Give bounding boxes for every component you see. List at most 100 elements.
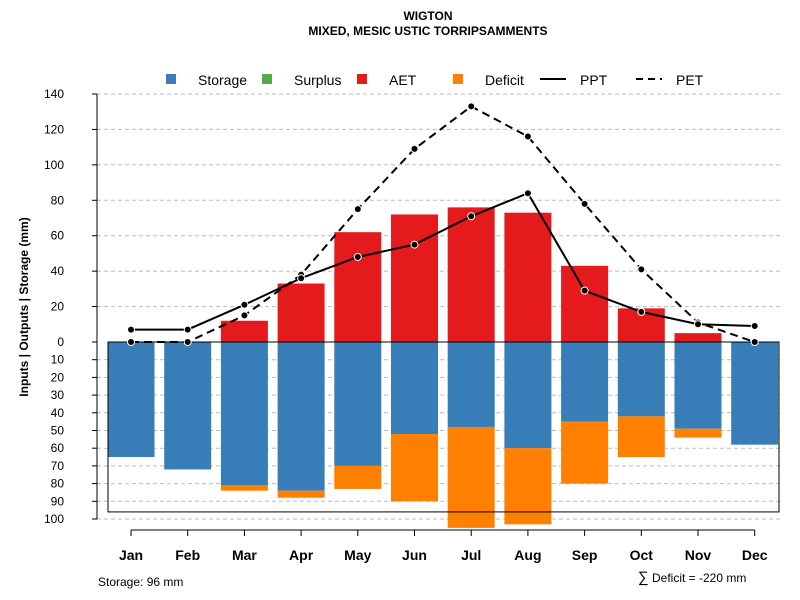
bar-layer bbox=[107, 207, 779, 528]
deficit-bar bbox=[277, 490, 325, 498]
pet-point bbox=[637, 265, 646, 274]
storage-bar bbox=[164, 342, 212, 470]
storage-bar bbox=[277, 342, 325, 491]
y-tick-label: 60 bbox=[51, 441, 65, 455]
legend-label-pet: PET bbox=[676, 72, 704, 88]
pet-point bbox=[183, 338, 192, 346]
deficit-bar bbox=[334, 465, 382, 489]
x-tick-label: Feb bbox=[175, 547, 200, 563]
y-tick-label: 100 bbox=[44, 158, 64, 172]
y-tick-label: 70 bbox=[51, 459, 65, 473]
pet-point bbox=[240, 311, 249, 320]
aet-bar bbox=[220, 320, 268, 342]
ppt-point bbox=[410, 240, 419, 249]
pet-point bbox=[127, 338, 135, 346]
pet-point bbox=[750, 338, 759, 346]
sum-icon: ∑ bbox=[638, 569, 649, 586]
aet-bar bbox=[447, 207, 495, 342]
legend-label-ppt: PPT bbox=[580, 72, 608, 88]
deficit-bar bbox=[561, 421, 609, 484]
y-tick-label: 80 bbox=[51, 193, 65, 207]
pet-point bbox=[353, 205, 362, 214]
x-axis: Jan Feb Mar Apr May Jun Jul Aug Sep Oct Nov Dec bbox=[119, 529, 768, 563]
chart-subtitle: MIXED, MESIC USTIC TORRIPSAMMENTS bbox=[308, 24, 547, 38]
ppt-point bbox=[523, 189, 532, 198]
legend-label-aet: AET bbox=[389, 72, 417, 88]
deficit-bar bbox=[447, 426, 495, 528]
storage-bar bbox=[504, 342, 552, 449]
storage-bar bbox=[220, 342, 268, 486]
deficit-footnote: Deficit = -220 mm bbox=[652, 571, 746, 585]
x-tick-label: Jul bbox=[461, 547, 481, 563]
legend-swatch-deficit bbox=[453, 74, 463, 84]
legend-label-surplus: Surplus bbox=[294, 72, 341, 88]
y-tick-label: 50 bbox=[51, 424, 65, 438]
ppt-point bbox=[183, 325, 192, 334]
x-tick-label: Oct bbox=[630, 547, 654, 563]
deficit-bar bbox=[220, 485, 268, 491]
deficit-bar bbox=[391, 434, 438, 502]
storage-bar bbox=[731, 342, 779, 445]
x-tick-label: May bbox=[344, 547, 371, 563]
y-axis: 0 20 40 60 80 100 120 140 10 20 30 40 50 60 70 80 90 100 bbox=[44, 87, 98, 526]
legend: Storage Surplus AET Deficit PPT PET bbox=[166, 72, 704, 88]
pet-point bbox=[410, 144, 419, 153]
storage-bar bbox=[617, 342, 665, 417]
x-tick-label: Dec bbox=[742, 547, 768, 563]
legend-swatch-storage bbox=[166, 74, 176, 84]
legend-label-storage: Storage bbox=[198, 72, 247, 88]
ppt-point bbox=[637, 307, 646, 316]
y-axis-label: Inputs | Outputs | Storage (mm) bbox=[17, 217, 31, 396]
y-tick-label: 40 bbox=[51, 406, 65, 420]
y-tick-label: 0 bbox=[57, 335, 64, 349]
legend-label-deficit: Deficit bbox=[485, 72, 524, 88]
ppt-point bbox=[694, 320, 702, 329]
legend-swatch-surplus bbox=[262, 74, 272, 84]
x-tick-label: Jan bbox=[119, 547, 143, 563]
y-tick-label: 100 bbox=[44, 512, 64, 526]
x-tick-label: Apr bbox=[289, 547, 314, 563]
pet-point bbox=[467, 102, 476, 111]
x-tick-label: Nov bbox=[685, 547, 712, 563]
grid-lines bbox=[97, 93, 783, 520]
x-tick-label: Jun bbox=[402, 547, 427, 563]
storage-bar bbox=[391, 342, 438, 435]
chart-title: WIGTON bbox=[403, 9, 452, 23]
y-tick-label: 20 bbox=[51, 370, 65, 384]
deficit-bar bbox=[504, 448, 552, 525]
aet-bar bbox=[674, 333, 722, 342]
storage-bar bbox=[107, 342, 155, 458]
ppt-point bbox=[467, 212, 476, 221]
y-tick-label: 40 bbox=[51, 264, 65, 278]
aet-bar bbox=[334, 232, 382, 342]
y-tick-label: 140 bbox=[44, 87, 64, 101]
ppt-point bbox=[580, 286, 589, 295]
pet-point bbox=[523, 132, 532, 141]
storage-bar bbox=[447, 342, 495, 427]
y-tick-label: 90 bbox=[51, 494, 65, 508]
aet-bar bbox=[504, 212, 552, 342]
y-tick-label: 10 bbox=[51, 353, 65, 367]
y-tick-label: 80 bbox=[51, 477, 65, 491]
y-tick-label: 30 bbox=[51, 388, 65, 402]
storage-footnote: Storage: 96 mm bbox=[98, 575, 183, 589]
deficit-bar bbox=[617, 416, 665, 458]
aet-bar bbox=[391, 214, 438, 342]
y-tick-label: 20 bbox=[51, 300, 65, 314]
pet-line bbox=[131, 105, 756, 343]
ppt-point bbox=[353, 252, 362, 261]
ppt-point bbox=[297, 274, 306, 283]
ppt-point bbox=[750, 322, 759, 331]
ppt-line bbox=[131, 191, 755, 331]
storage-bar bbox=[334, 342, 382, 466]
line-layer bbox=[127, 102, 759, 346]
deficit-bar bbox=[674, 428, 722, 438]
aet-bar bbox=[277, 283, 325, 342]
y-tick-label: 120 bbox=[44, 122, 64, 136]
aet-bar bbox=[561, 265, 609, 342]
x-tick-label: Aug bbox=[514, 547, 541, 563]
x-tick-label: Mar bbox=[232, 547, 257, 563]
legend-swatch-aet bbox=[357, 74, 367, 84]
storage-bar bbox=[674, 342, 722, 429]
